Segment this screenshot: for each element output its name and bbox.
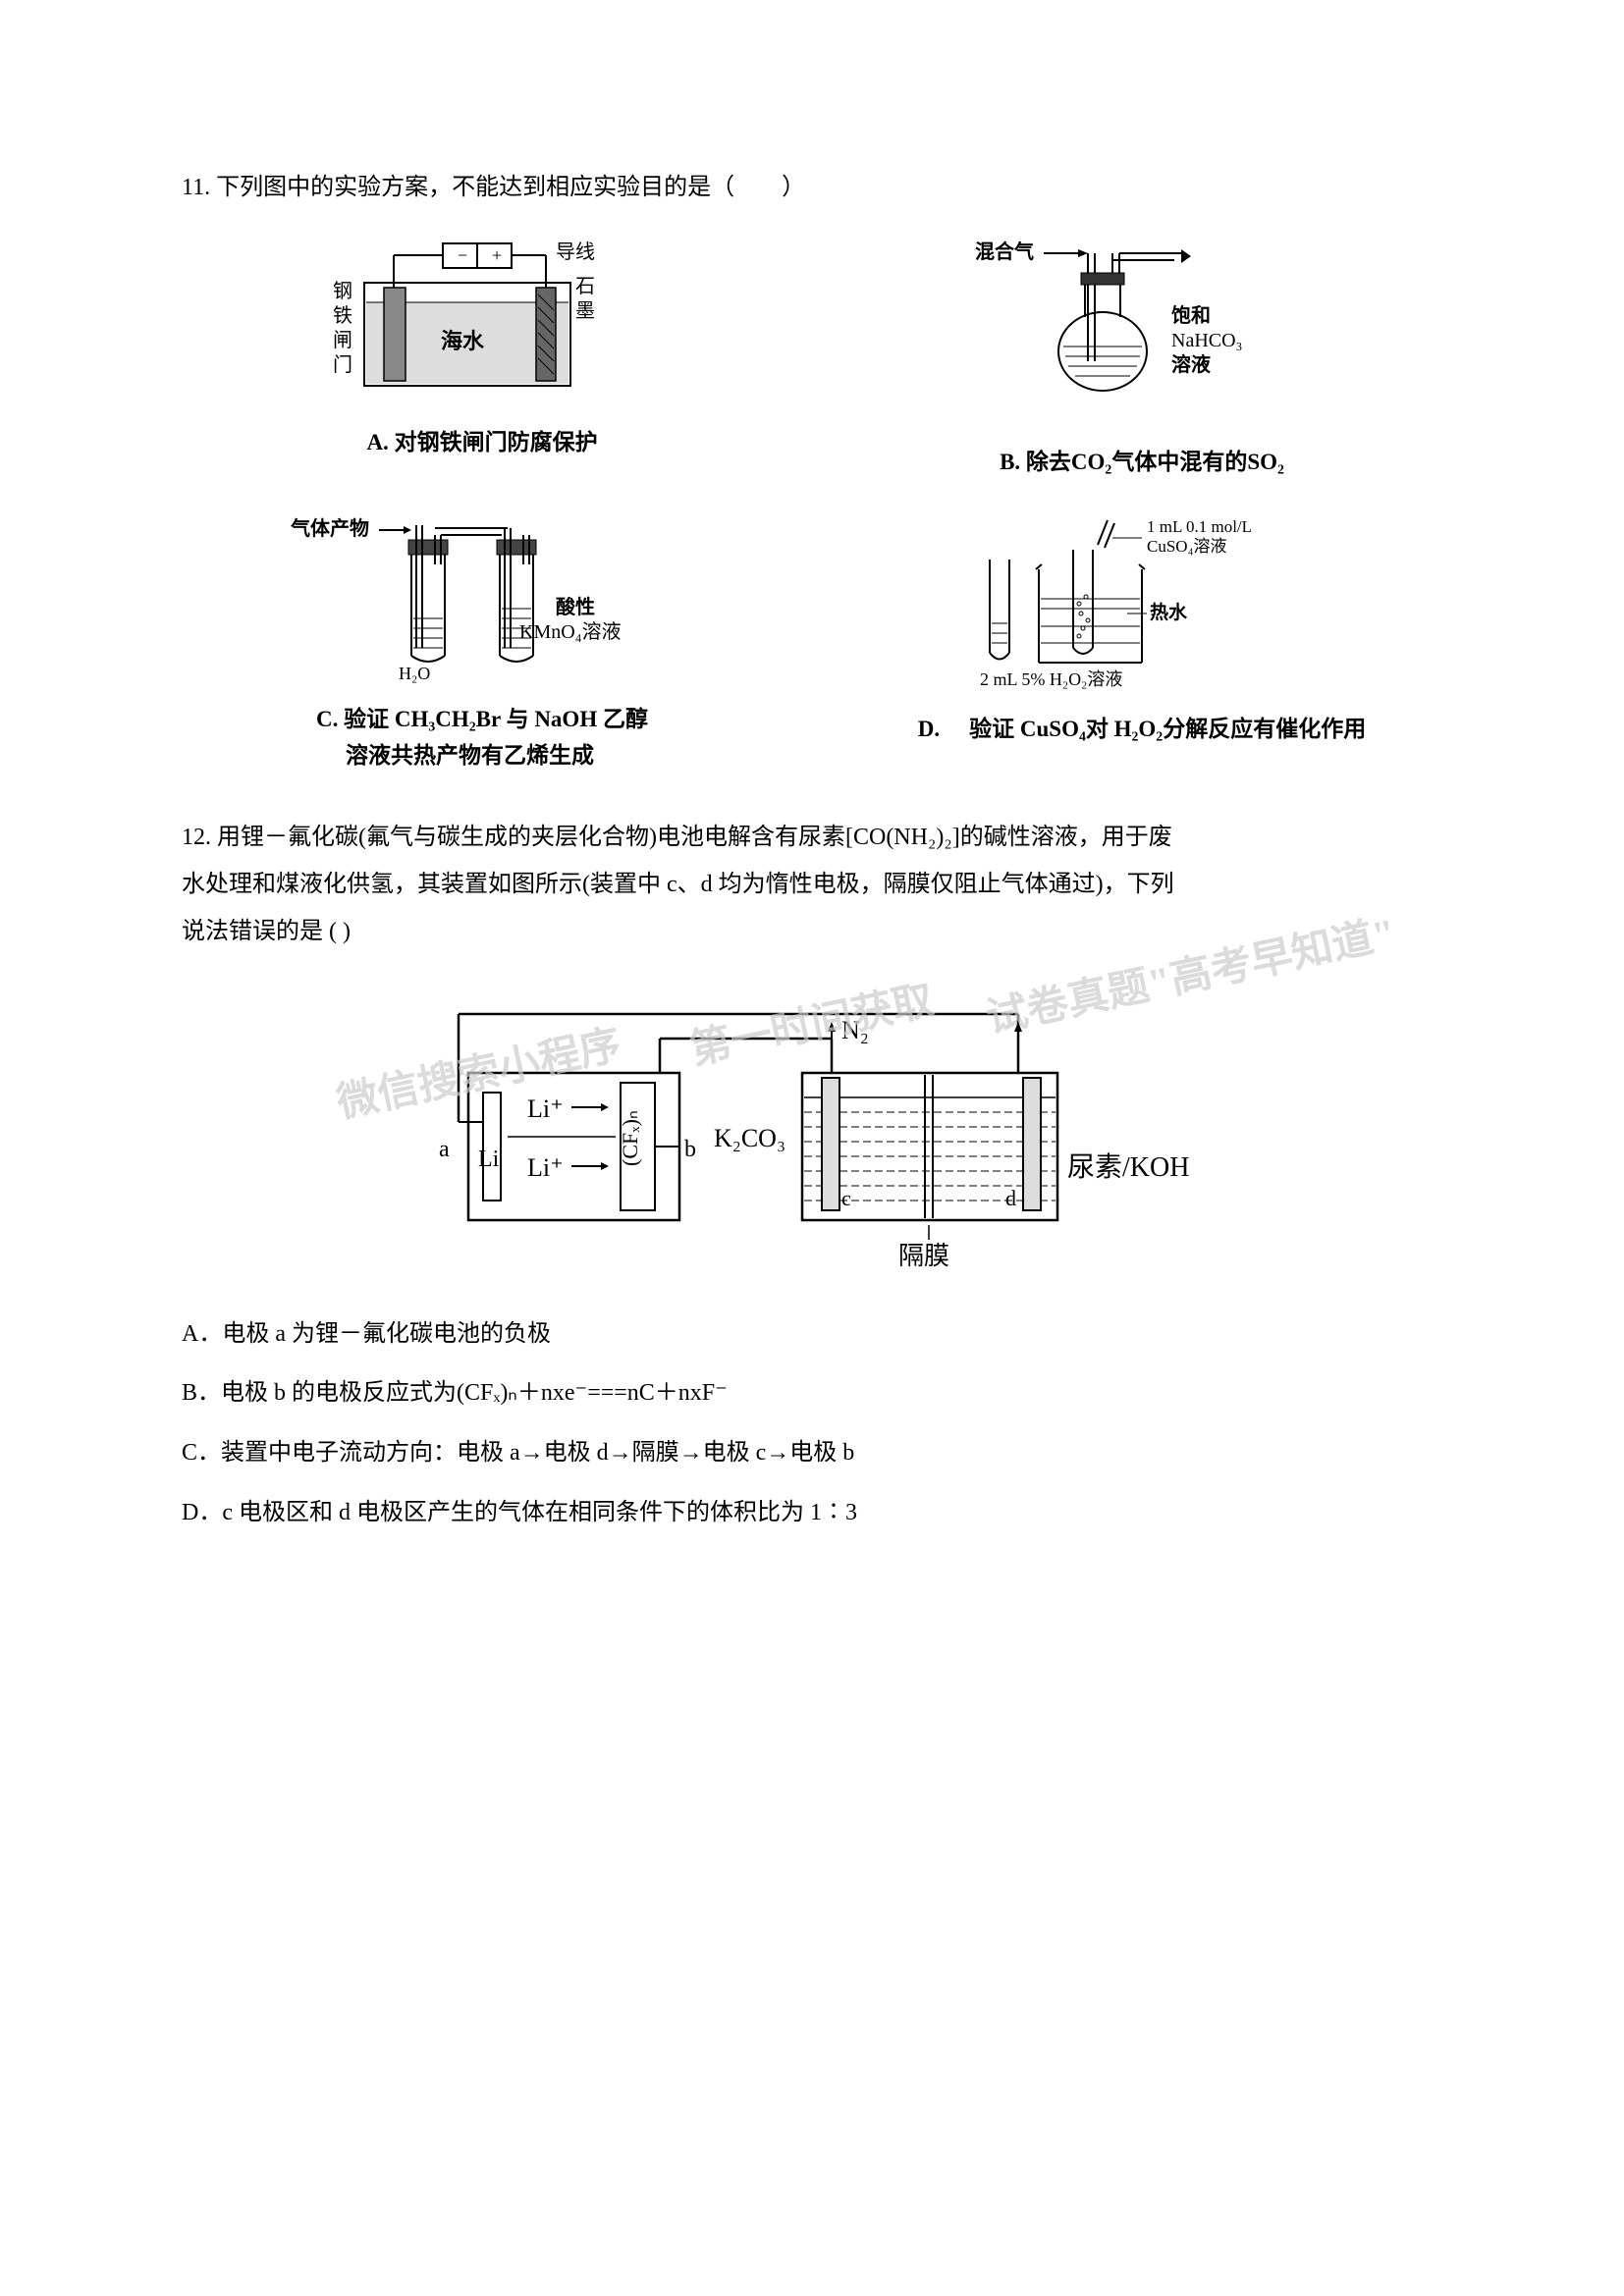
question-12: 12. 用锂－氟化碳(氟气与碳生成的夹层化合物)电池电解含有尿素[CO(NH₂)… xyxy=(182,814,1442,1539)
sol2: NaHCO₃ xyxy=(1171,330,1243,351)
seawater-label: 海水 xyxy=(441,329,485,353)
diagram-b-svg: 混合气 xyxy=(965,234,1319,410)
opt-a-letter: A. xyxy=(366,430,388,454)
question-11: 11. 下列图中的实验方案，不能达到相应实验目的是（ ） − + 导线 xyxy=(182,167,1442,774)
steel-3: 闸 xyxy=(333,329,352,351)
acidic-label: 酸性 xyxy=(556,595,595,618)
q12-option-d: D．c 电极区和 d 电极区产生的气体在相同条件下的体积比为 1∶3 xyxy=(182,1487,1442,1539)
diagram-a-svg: − + 导线 xyxy=(315,234,649,410)
opt-c-text1: 验证 CH₃CH₂Br 与 NaOH 乙醇 xyxy=(344,707,648,731)
q11-diagram-c: 气体产物 H₂O xyxy=(286,510,678,687)
q11-option-c-label: C. 验证 CH₃CH₂Br 与 NaOH 乙醇 溶液共热产物有乙烯生成 xyxy=(316,702,648,774)
plus-label: + xyxy=(492,245,502,265)
opt-c-text2: 溶液共热产物有乙烯生成 xyxy=(346,743,594,768)
opt-c-letter: C. xyxy=(316,707,338,731)
q12-options: A．电极 a 为锂－氟化碳电池的负极 B．电极 b 的电极反应式为(CFₓ)ₙ＋… xyxy=(182,1308,1442,1539)
q11-options-grid: − + 导线 xyxy=(182,234,1442,774)
q11-option-b-label: B. 除去CO₂气体中混有的SO₂ xyxy=(1000,445,1284,481)
q11-number: 11. xyxy=(182,175,210,200)
q11-stem-text: 下列图中的实验方案，不能达到相应实验目的是（ ） xyxy=(216,175,805,200)
q12-diagram: a Li Li⁺ Li⁺ (CFₓ)ₙ b K₂CO₃ N₂ xyxy=(182,985,1442,1279)
hot-water: 热水 xyxy=(1150,601,1188,623)
q11-diagram-b: 混合气 xyxy=(965,234,1319,410)
h2o-label: H₂O xyxy=(399,664,430,683)
cuso4-2: CuSO₄溶液 xyxy=(1147,537,1227,556)
gas-product-label: 气体产物 xyxy=(290,516,369,540)
c-label: c xyxy=(841,1186,851,1210)
li-plus-2: Li⁺ xyxy=(527,1153,564,1182)
q11-diagram-d: 1 mL 0.1 mol/L CuSO₄溶液 热水 2 mL 5% H₂O₂溶液 xyxy=(955,510,1328,697)
q11-option-d-label: D. 验证 CuSO₄对 H₂O₂分解反应有催化作用 xyxy=(918,712,1366,748)
opt-d-letter: D. xyxy=(918,712,940,748)
q11-diagram-a: − + 导线 xyxy=(315,234,649,410)
wire-label: 导线 xyxy=(556,240,595,263)
q11-option-c: 气体产物 H₂O xyxy=(182,510,783,774)
b-label: b xyxy=(684,1137,696,1162)
k2co3-label: K₂CO₃ xyxy=(714,1124,785,1152)
a-label: a xyxy=(439,1137,450,1162)
sol3: 溶液 xyxy=(1171,352,1212,376)
q11-option-b: 混合气 xyxy=(841,234,1442,481)
q12-option-a: A．电极 a 为锂－氟化碳电池的负极 xyxy=(182,1308,1442,1361)
opt-b-text: 除去CO₂气体中混有的SO₂ xyxy=(1026,450,1284,474)
sol1: 饱和 xyxy=(1171,303,1211,327)
q11-option-a: − + 导线 xyxy=(182,234,783,481)
minus-label: − xyxy=(458,245,467,265)
opt-b-letter: B. xyxy=(1000,450,1020,474)
diagram-d-svg: 1 mL 0.1 mol/L CuSO₄溶液 热水 2 mL 5% H₂O₂溶液 xyxy=(955,510,1328,697)
cuso4-1: 1 mL 0.1 mol/L xyxy=(1147,517,1252,536)
membrane-label: 隔膜 xyxy=(898,1242,949,1270)
q12-stem: 12. 用锂－氟化碳(氟气与碳生成的夹层化合物)电池电解含有尿素[CO(NH₂)… xyxy=(182,814,1442,955)
q11-option-d: 1 mL 0.1 mol/L CuSO₄溶液 热水 2 mL 5% H₂O₂溶液… xyxy=(841,510,1442,774)
graphite-label-1: 石 xyxy=(575,276,595,297)
diagram-12-svg: a Li Li⁺ Li⁺ (CFₓ)ₙ b K₂CO₃ N₂ xyxy=(409,985,1215,1279)
steel-2: 铁 xyxy=(333,304,352,327)
q11-option-a-label: A. 对钢铁闸门防腐保护 xyxy=(366,425,597,461)
urea-label: 尿素/KOH xyxy=(1067,1151,1189,1183)
kmno4-label: KMnO₄溶液 xyxy=(519,620,622,643)
li-label: Li xyxy=(478,1147,500,1172)
q12-stem1: 用锂－氟化碳(氟气与碳生成的夹层化合物)电池电解含有尿素[CO(NH₂)₂]的碱… xyxy=(217,825,1172,850)
opt-a-text: 对钢铁闸门防腐保护 xyxy=(395,430,598,454)
h2o2-label: 2 mL 5% H₂O₂溶液 xyxy=(980,669,1122,689)
cfx-label: (CFₓ)ₙ xyxy=(618,1110,642,1166)
q12-stem2: 水处理和煤液化供氢，其装置如图所示(装置中 c、d 均为惰性电极，隔膜仅阻止气体… xyxy=(182,872,1174,897)
diagram-c-svg: 气体产物 H₂O xyxy=(286,510,678,687)
li-plus-1: Li⁺ xyxy=(527,1095,564,1123)
opt-d-text: 验证 CuSO₄对 H₂O₂分解反应有催化作用 xyxy=(969,712,1366,748)
d-label: d xyxy=(1005,1186,1016,1210)
q12-stem3: 说法错误的是 ( ) xyxy=(182,919,351,944)
n2-label: N₂ xyxy=(841,1016,869,1044)
graphite-label-2: 墨 xyxy=(575,300,595,322)
gas-in-label: 混合气 xyxy=(975,240,1034,263)
q12-number: 12. xyxy=(182,825,211,850)
q11-stem: 11. 下列图中的实验方案，不能达到相应实验目的是（ ） xyxy=(182,167,1442,209)
steel-4: 门 xyxy=(333,353,352,376)
q12-option-b: B．电极 b 的电极反应式为(CFₓ)ₙ＋nxe⁻===nC＋nxF⁻ xyxy=(182,1367,1442,1419)
q12-option-c: C．装置中电子流动方向：电极 a→电极 d→隔膜→电极 c→电极 b xyxy=(182,1427,1442,1479)
steel-1: 钢 xyxy=(333,280,352,302)
